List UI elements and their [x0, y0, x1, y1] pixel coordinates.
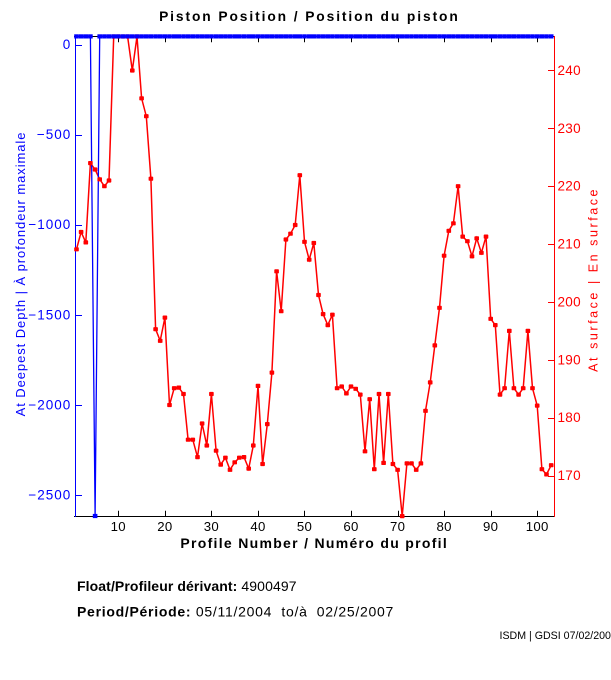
svg-text:0: 0: [63, 37, 72, 52]
svg-text:200: 200: [558, 295, 581, 310]
svg-text:170: 170: [558, 468, 581, 483]
svg-text:50: 50: [297, 519, 312, 534]
svg-text:100: 100: [526, 519, 549, 534]
svg-text:Piston Position / Position du: Piston Position / Position du piston: [159, 9, 460, 24]
svg-text:−1500: −1500: [28, 307, 71, 322]
svg-text:90: 90: [483, 519, 498, 534]
svg-text:210: 210: [558, 237, 581, 252]
svg-text:220: 220: [558, 179, 581, 194]
svg-text:ISDM | GDSI 07/02/2007: ISDM | GDSI 07/02/2007: [500, 629, 611, 641]
svg-text:70: 70: [390, 519, 405, 534]
svg-text:Profile Number / Numéro du pro: Profile Number / Numéro du profil: [180, 535, 448, 551]
svg-text:230: 230: [558, 121, 581, 136]
svg-text:Period/Période: 05/11/2004 to: Period/Période: 05/11/2004 to/à 02/25/20…: [77, 604, 394, 620]
svg-text:At surface | En surface: At surface | En surface: [587, 187, 601, 372]
svg-text:−1000: −1000: [28, 217, 71, 232]
svg-text:180: 180: [558, 410, 581, 425]
svg-text:At Deepest Depth | À profondeu: At Deepest Depth | À profondeur maximale: [13, 132, 28, 417]
svg-text:−2000: −2000: [28, 397, 71, 412]
svg-text:240: 240: [558, 63, 581, 78]
svg-text:80: 80: [436, 519, 451, 534]
svg-text:−2500: −2500: [28, 487, 71, 502]
svg-text:190: 190: [558, 352, 581, 367]
svg-text:Float/Profileur dérivant: 4900: Float/Profileur dérivant: 4900497: [77, 578, 297, 594]
svg-text:30: 30: [204, 519, 219, 534]
svg-text:10: 10: [111, 519, 126, 534]
svg-text:60: 60: [343, 519, 358, 534]
svg-text:20: 20: [157, 519, 172, 534]
svg-text:40: 40: [250, 519, 265, 534]
svg-text:−500: −500: [37, 127, 71, 142]
